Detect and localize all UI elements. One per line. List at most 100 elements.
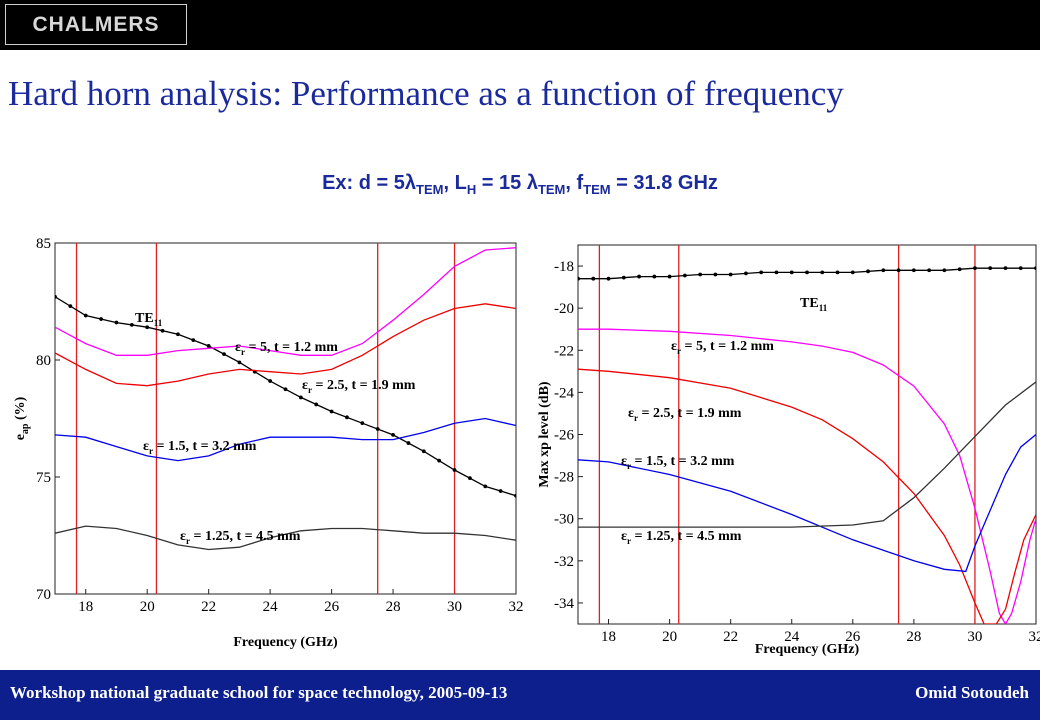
chart-subtitle: Ex: d = 5λTEM, LH = 15 λTEM, fTEM = 31.8… xyxy=(0,172,1040,197)
subtitle-part-15: = 15 λ xyxy=(476,172,538,194)
left-ylabel: eap (%) xyxy=(13,396,31,440)
right-xtick-label: 30 xyxy=(967,629,982,645)
right-ytick-label: -20 xyxy=(554,301,574,317)
left-series-0-point xyxy=(329,409,334,414)
left-series-0-point xyxy=(345,415,349,420)
left-series-0-point xyxy=(129,323,134,327)
left-xlabel: Frequency (GHz) xyxy=(233,635,338,650)
left-series-0-point xyxy=(222,352,226,357)
right-series-0-point xyxy=(606,276,611,281)
right-ytick-label: -28 xyxy=(554,470,574,486)
right-series-label-4: εr = 1.25, t = 4.5 mm xyxy=(621,529,742,546)
right-ytick-label: -24 xyxy=(554,385,574,401)
left-series-label-4: εr = 1.25, t = 4.5 mm xyxy=(180,529,301,546)
right-series-0-point xyxy=(578,276,580,281)
left-xtick-label: 18 xyxy=(78,599,93,615)
right-series-label-1: εr = 5, t = 1.2 mm xyxy=(671,339,774,356)
footer-bar: Workshop national graduate school for sp… xyxy=(0,670,1040,720)
left-series-0-point xyxy=(483,484,488,489)
left-series-0-point xyxy=(468,476,472,481)
chalmers-logo: CHALMERS xyxy=(5,4,187,45)
right-series-3-line xyxy=(578,433,1036,573)
left-plot-area xyxy=(55,243,516,594)
right-series-0-point xyxy=(713,272,718,277)
right-xtick-label: 18 xyxy=(601,629,616,645)
subtitle-part-f: , f xyxy=(565,172,584,194)
right-series-0-point xyxy=(850,270,855,275)
left-series-0-point xyxy=(68,304,73,309)
right-series-0-point xyxy=(942,268,947,273)
subtitle-sub-tem-1: TEM xyxy=(416,182,444,197)
left-series-0-point xyxy=(498,489,503,493)
right-series-0-point xyxy=(866,269,870,274)
left-series-0-point xyxy=(406,441,411,445)
cross-polar-chart: 18 20 22 24 26 28 30 32 -34 -32 -30 -28 -26 -24 -22 -20… xyxy=(537,244,1040,657)
right-series-0-point xyxy=(667,274,672,279)
right-series-4-line xyxy=(578,381,1036,528)
right-series-0-point xyxy=(973,266,977,271)
left-xtick-label: 24 xyxy=(263,599,279,615)
right-xtick-label: 28 xyxy=(906,629,921,645)
right-series-0-point xyxy=(728,272,733,277)
left-series-0-point xyxy=(191,338,196,343)
footer-workshop-text: Workshop national graduate school for sp… xyxy=(10,683,508,702)
left-xtick-label: 32 xyxy=(509,599,524,615)
left-xtick-label: 28 xyxy=(386,599,401,615)
right-series-0-point xyxy=(927,268,932,273)
right-ytick-label: -30 xyxy=(554,512,574,528)
left-series-3-line xyxy=(55,417,516,462)
footer-author: Omid Sotoudeh xyxy=(915,683,1029,702)
left-series-0-point xyxy=(268,379,273,383)
left-xtick-label: 26 xyxy=(324,599,340,615)
right-series-label-2: εr = 2.5, t = 1.9 mm xyxy=(628,406,742,423)
left-series-0-point xyxy=(514,493,516,498)
left-xtick-label: 30 xyxy=(447,599,462,615)
right-series-1-line xyxy=(578,328,1036,624)
right-series-0-point xyxy=(1018,266,1023,271)
right-series-2-line xyxy=(578,368,1036,624)
right-xlabel: Frequency (GHz) xyxy=(755,642,860,657)
right-series-0-point xyxy=(1034,266,1036,271)
subtitle-sub-tem-2: TEM xyxy=(537,182,566,197)
right-series-0-point xyxy=(911,268,916,273)
right-xtick-label: 26 xyxy=(845,629,861,645)
right-series-0-point xyxy=(896,268,901,273)
left-series-0-point xyxy=(237,360,242,365)
left-ytick-label: 70 xyxy=(36,587,51,603)
right-ytick-label: -34 xyxy=(554,596,574,612)
left-series-0-point xyxy=(391,432,395,437)
left-series-0-point xyxy=(437,458,442,463)
left-ytick-label: 85 xyxy=(36,236,51,252)
right-series-0-point xyxy=(637,274,641,279)
right-series-0-point xyxy=(652,274,657,279)
left-series-0-point xyxy=(375,427,380,431)
right-ytick-label: -32 xyxy=(554,554,574,570)
right-xtick-label: 24 xyxy=(784,629,800,645)
right-series-0-point xyxy=(988,266,993,271)
left-series-1-line xyxy=(55,247,516,356)
right-series-0-point xyxy=(820,270,825,275)
left-series-0-point xyxy=(452,468,457,472)
left-series-0-point xyxy=(298,395,303,400)
right-series-0-point xyxy=(789,270,794,275)
left-series-label-3: εr = 1.5, t = 3.2 mm xyxy=(143,439,257,456)
right-series-0-point xyxy=(805,270,809,275)
right-series-0-point xyxy=(698,272,703,277)
subtitle-suffix: = 31.8 GHz xyxy=(610,172,718,194)
left-series-label-2: εr = 2.5, t = 1.9 mm xyxy=(302,378,416,395)
right-series-label-3: εr = 1.5, t = 3.2 mm xyxy=(621,454,735,471)
left-series-label-0: TE11 xyxy=(135,311,163,328)
subtitle-part-lh: , L xyxy=(443,172,467,194)
right-plot-frame xyxy=(577,244,1037,625)
left-xtick-label: 22 xyxy=(201,599,216,615)
right-series-0-point xyxy=(682,273,687,278)
left-series-0-point xyxy=(283,387,288,392)
left-series-0-point xyxy=(421,449,426,454)
right-ytick-label: -18 xyxy=(554,259,574,275)
right-series-0-point xyxy=(774,270,779,275)
left-series-0-point xyxy=(360,421,365,426)
right-series-0-point xyxy=(591,276,596,281)
left-series-0-point xyxy=(314,402,319,407)
right-series-0-point xyxy=(835,270,840,275)
right-series-0-point xyxy=(1003,266,1008,271)
